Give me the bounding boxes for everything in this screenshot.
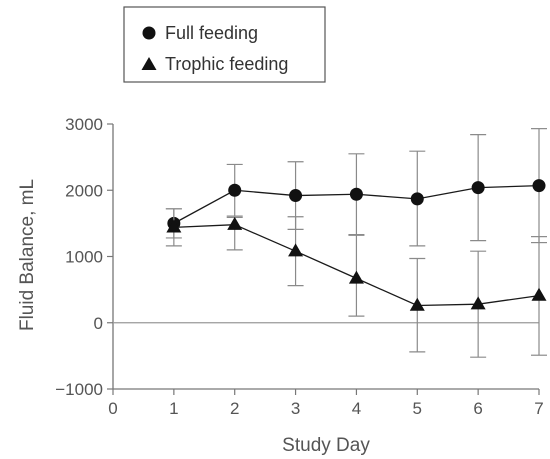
legend-label-full-feeding: Full feeding (165, 23, 258, 43)
y-tick-label: 2000 (65, 181, 103, 200)
x-tick-label: 0 (108, 399, 117, 418)
axes (112, 124, 539, 390)
data-point-trophic-feeding (227, 216, 243, 230)
x-tick-label: 7 (534, 399, 543, 418)
data-point-full-feeding (289, 189, 303, 203)
data-point-trophic-feeding (531, 287, 547, 301)
y-axis-title: Fluid Balance, mL (17, 179, 38, 331)
data-point-full-feeding (471, 181, 485, 195)
x-tick-label: 5 (413, 399, 422, 418)
legend: Full feeding Trophic feeding (123, 6, 326, 83)
y-tick-label: 3000 (65, 115, 103, 134)
legend-marker-full-feeding (142, 26, 156, 40)
data-point-trophic-feeding (288, 243, 304, 257)
data-point-full-feeding (349, 187, 363, 201)
x-tick-label: 2 (230, 399, 239, 418)
ticks: −1000 0 1000 2000 3000 0 1 2 3 4 5 6 7 (55, 115, 543, 418)
series (165, 128, 547, 358)
legend-label-trophic-feeding: Trophic feeding (165, 54, 288, 74)
y-tick-label: −1000 (55, 380, 103, 399)
legend-box (123, 6, 326, 83)
data-point-full-feeding (410, 192, 424, 206)
data-point-full-feeding (532, 179, 546, 193)
data-point-full-feeding (228, 183, 242, 197)
y-tick-label: 0 (94, 314, 103, 333)
series-trophic-feeding (165, 208, 547, 358)
data-point-trophic-feeding (348, 270, 364, 284)
data-point-trophic-feeding (409, 297, 425, 311)
data-point-trophic-feeding (166, 219, 182, 233)
x-tick-label: 1 (169, 399, 178, 418)
x-tick-label: 4 (352, 399, 361, 418)
x-tick-label: 6 (473, 399, 482, 418)
legend-marker-trophic-feeding (141, 57, 157, 70)
y-tick-label: 1000 (65, 248, 103, 267)
data-point-trophic-feeding (470, 296, 486, 310)
x-axis-title: Study Day (282, 435, 370, 456)
series-full-feeding (165, 128, 547, 247)
x-tick-label: 3 (291, 399, 300, 418)
